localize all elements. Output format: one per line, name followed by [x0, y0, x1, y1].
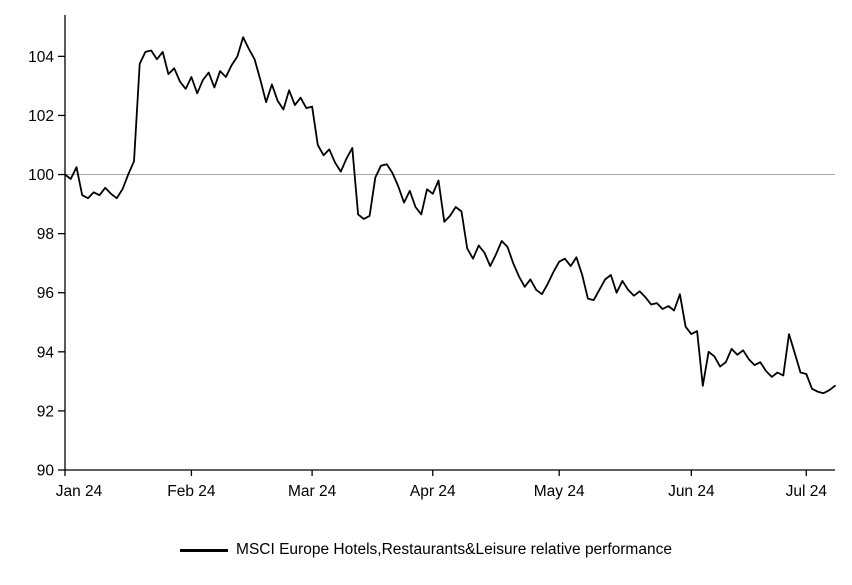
x-tick-label: Jan 24 — [56, 483, 103, 500]
x-tick-label: Apr 24 — [410, 483, 456, 500]
x-tick-label: Jul 24 — [786, 483, 828, 500]
y-tick-label: 100 — [28, 167, 54, 184]
y-tick-label: 104 — [28, 49, 54, 66]
y-tick-label: 92 — [37, 403, 54, 420]
x-tick-label: Mar 24 — [288, 483, 337, 500]
x-axis-ticks: Jan 24 Feb 24 Mar 24 Apr 24 May 24 Jun 24 Jul … — [56, 470, 828, 500]
y-tick-label: 90 — [37, 463, 55, 480]
y-tick-label: 98 — [37, 226, 54, 243]
legend-label: MSCI Europe Hotels,Restaurants&Leisure r… — [236, 541, 672, 558]
legend-line-sample — [180, 548, 229, 552]
x-tick-label: Jun 24 — [668, 483, 715, 500]
y-tick-label: 94 — [37, 344, 55, 361]
performance-line-chart: 90 92 94 96 98 100 102 104 Jan 24 Feb 24 Mar 24 Apr… — [28, 15, 836, 500]
x-tick-label: Feb 24 — [167, 483, 216, 500]
y-tick-label: 102 — [28, 108, 54, 125]
x-tick-label: May 24 — [534, 483, 585, 500]
y-tick-label: 96 — [37, 285, 54, 302]
series-line — [64, 36, 836, 395]
chart-legend: MSCI Europe Hotels,Restaurants&Leisure r… — [0, 530, 852, 570]
y-axis-ticks: 90 92 94 96 98 100 102 104 — [28, 49, 65, 480]
